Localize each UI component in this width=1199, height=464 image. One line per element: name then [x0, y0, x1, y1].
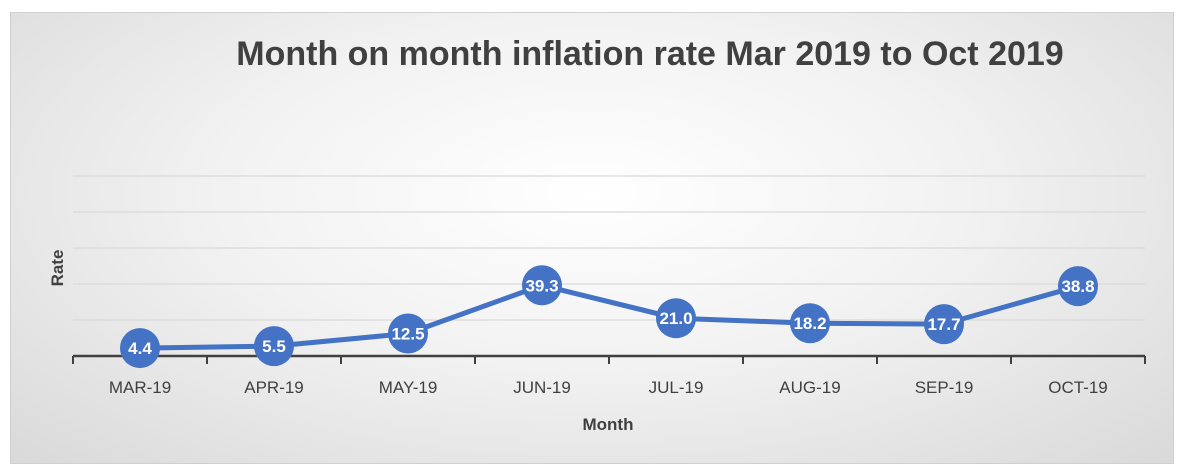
x-tick-label: APR-19 — [244, 378, 304, 397]
chart-area — [10, 12, 1174, 464]
x-tick-label: SEP-19 — [915, 378, 974, 397]
data-label-layer: 4.4 5.5 12.5 39.3 21.0 18.2 17.7 38.8 — [128, 276, 1094, 358]
x-tick-label: JUN-19 — [513, 378, 571, 397]
series-line — [139, 282, 1079, 351]
series-line-layer — [120, 265, 1098, 369]
data-point — [522, 265, 562, 306]
data-label: 5.5 — [262, 337, 286, 356]
data-label: 18.2 — [793, 314, 826, 333]
data-point — [1058, 266, 1098, 307]
gridlines — [73, 175, 1145, 321]
data-point — [254, 326, 294, 367]
x-axis-title: Month — [583, 415, 634, 434]
data-label: 4.4 — [128, 339, 152, 358]
x-tick-label: OCT-19 — [1048, 378, 1108, 397]
x-tick-label: AUG-19 — [779, 378, 840, 397]
data-label: 39.3 — [525, 276, 558, 295]
x-tick-label: JUL-19 — [649, 378, 704, 397]
data-label: 12.5 — [391, 325, 424, 344]
chart-title: Month on month inflation rate Mar 2019 t… — [236, 35, 1064, 73]
data-point — [924, 304, 964, 345]
data-point — [388, 313, 428, 354]
data-label: 21.0 — [659, 309, 692, 328]
data-point — [656, 298, 696, 339]
x-axis: MAR-19 APR-19 MAY-19 JUN-19 JUL-19 AUG-19 SEP-… — [72, 354, 1146, 397]
data-label: 38.8 — [1061, 277, 1094, 296]
data-label: 17.7 — [927, 315, 960, 334]
data-point — [120, 328, 160, 369]
x-tick-label: MAY-19 — [379, 378, 438, 397]
data-point — [790, 303, 830, 344]
x-tick-label: MAR-19 — [109, 378, 171, 397]
y-axis-title: Rate — [48, 250, 67, 287]
